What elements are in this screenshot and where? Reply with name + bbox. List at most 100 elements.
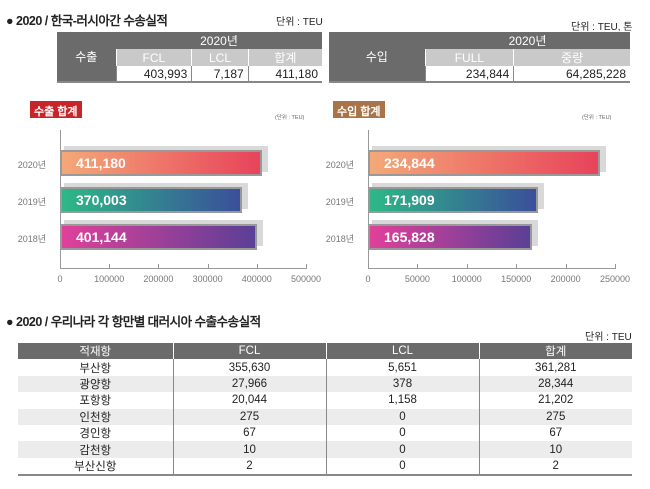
table-row: 경인항 67 0 67	[18, 424, 632, 442]
table-cell: 0	[325, 441, 479, 458]
x-tick-label: 100000	[451, 274, 482, 284]
bar-value-label: 171,909	[384, 192, 435, 208]
import-unit: 단위 : TEU, 톤	[571, 22, 633, 33]
import-weight-value: 64,285,228	[513, 66, 630, 82]
table-cell: 67	[172, 424, 326, 442]
table-row: 부산항 355,630 5,651 361,281	[18, 359, 632, 376]
bar-value-label: 370,003	[76, 192, 127, 208]
x-axis-line	[60, 268, 306, 269]
table-cell: 감천항	[18, 441, 173, 458]
table-cell: 광양항	[18, 375, 173, 393]
x-tick	[417, 264, 419, 269]
bar	[368, 224, 532, 250]
x-tick	[158, 264, 160, 269]
category-label: 2018년	[325, 234, 354, 244]
table-cell: 경인항	[79, 428, 112, 441]
chart-badge: 수입 합계	[333, 101, 385, 118]
x-tick	[207, 264, 209, 269]
x-tick	[109, 264, 111, 269]
category-label: 2019년	[325, 197, 354, 207]
x-tick	[256, 264, 258, 269]
bar-value-label: 165,828	[384, 229, 435, 245]
ports-table: 적재항 FCL LCL 합계 부산항 355,630 5,651 361,281 광양항 27,…	[18, 343, 632, 476]
x-tick	[368, 264, 369, 269]
export-lcl-value: 7,187	[191, 66, 249, 82]
col-lcl: LCL	[191, 49, 249, 66]
bar	[368, 150, 601, 176]
export-fcl-value: 403,993	[115, 66, 192, 82]
x-tick-label: 0	[365, 274, 371, 284]
table-cell: 28,344	[478, 375, 632, 393]
import-year-header: 2020년	[425, 32, 630, 49]
x-tick	[516, 264, 518, 269]
x-tick-label: 300000	[192, 274, 223, 284]
category-label: 2019년	[17, 197, 46, 207]
x-tick	[306, 264, 307, 269]
x-tick	[60, 264, 61, 269]
x-tick-label: 100000	[94, 274, 125, 284]
table-row: 부산신항 2 0 2	[18, 457, 632, 475]
col-weight: 중량	[513, 49, 630, 66]
table-cell: 275	[478, 408, 632, 425]
export-total-value: 411,180	[247, 66, 322, 82]
x-tick-label: 150000	[501, 274, 532, 284]
x-tick-label: 250000	[599, 274, 631, 284]
x-tick	[565, 264, 567, 269]
table-cell: 5,651	[325, 359, 479, 376]
chart-badge: 수출 합계	[30, 101, 82, 118]
table-cell: 20,044	[172, 392, 326, 409]
table-cell: 2	[172, 457, 326, 475]
ports-col-header: FCL	[172, 343, 326, 360]
table-cell: 67	[478, 424, 632, 442]
table-cell: 275	[172, 408, 326, 425]
bar	[60, 187, 243, 213]
table-row: 감천항 10 0 10	[18, 441, 632, 458]
y-axis-line	[60, 130, 61, 268]
x-tick-label: 200000	[550, 274, 581, 284]
table-row: 인천항 275 0 275	[18, 408, 632, 425]
ports-col-header: LCL	[325, 343, 479, 360]
table-cell: 21,202	[478, 392, 632, 409]
y-axis-line	[368, 130, 369, 268]
category-label: 2020년	[17, 160, 46, 170]
x-tick	[466, 264, 468, 269]
table-cell: 포항항	[79, 395, 112, 408]
chart-unit: (단위 : TEU)	[275, 115, 305, 121]
ports-unit: 단위 : TEU	[585, 332, 632, 343]
export-section-title: ● 2020 / 한국-러시아간 수송실적	[6, 14, 168, 28]
x-tick	[615, 264, 616, 269]
x-axis-line	[368, 268, 615, 269]
import-row-header: 수입	[329, 32, 425, 82]
category-label: 2018년	[17, 234, 46, 244]
table-cell: 부산신항	[74, 460, 117, 473]
ports-col-header: 적재항	[18, 343, 173, 360]
import-full-value: 234,844	[424, 66, 514, 82]
table-cell: 0	[325, 457, 479, 475]
x-tick-label: 200000	[143, 274, 174, 284]
chart-unit: (단위 : TEU)	[582, 115, 612, 121]
x-tick-label: 50000	[404, 274, 430, 284]
export-unit: 단위 : TEU	[276, 17, 323, 28]
bar	[368, 187, 538, 213]
col-total: 합계	[247, 49, 322, 66]
bar-value-label: 401,144	[76, 229, 127, 245]
x-tick-label: 400000	[241, 274, 272, 284]
export-year-header: 2020년	[116, 32, 322, 49]
table-cell: 10	[478, 441, 632, 458]
table-cell: 361,281	[478, 359, 632, 376]
import-table: 수입 2020년 FULL 중량 234,844 64,285,228	[329, 32, 630, 83]
ports-col-header: 합계	[478, 343, 632, 360]
table-cell: 0	[325, 408, 479, 425]
table-cell: 2	[478, 457, 632, 475]
table-cell: 10	[172, 441, 326, 458]
ports-section-title: ● 2020 / 우리나라 각 항만별 대러시아 수출수송실적	[6, 315, 261, 329]
bar	[60, 224, 258, 250]
table-cell: 378	[325, 375, 479, 393]
col-full: FULL	[424, 49, 514, 66]
col-fcl: FCL	[115, 49, 192, 66]
category-label: 2020년	[325, 160, 354, 170]
table-row: 포항항 20,044 1,158 21,202	[18, 392, 632, 409]
export-table: 수출 2020년 FCL LCL 합계 403,993 7,187 411,18…	[57, 32, 322, 83]
bar-value-label: 234,844	[384, 155, 435, 171]
table-cell: 0	[325, 424, 479, 442]
